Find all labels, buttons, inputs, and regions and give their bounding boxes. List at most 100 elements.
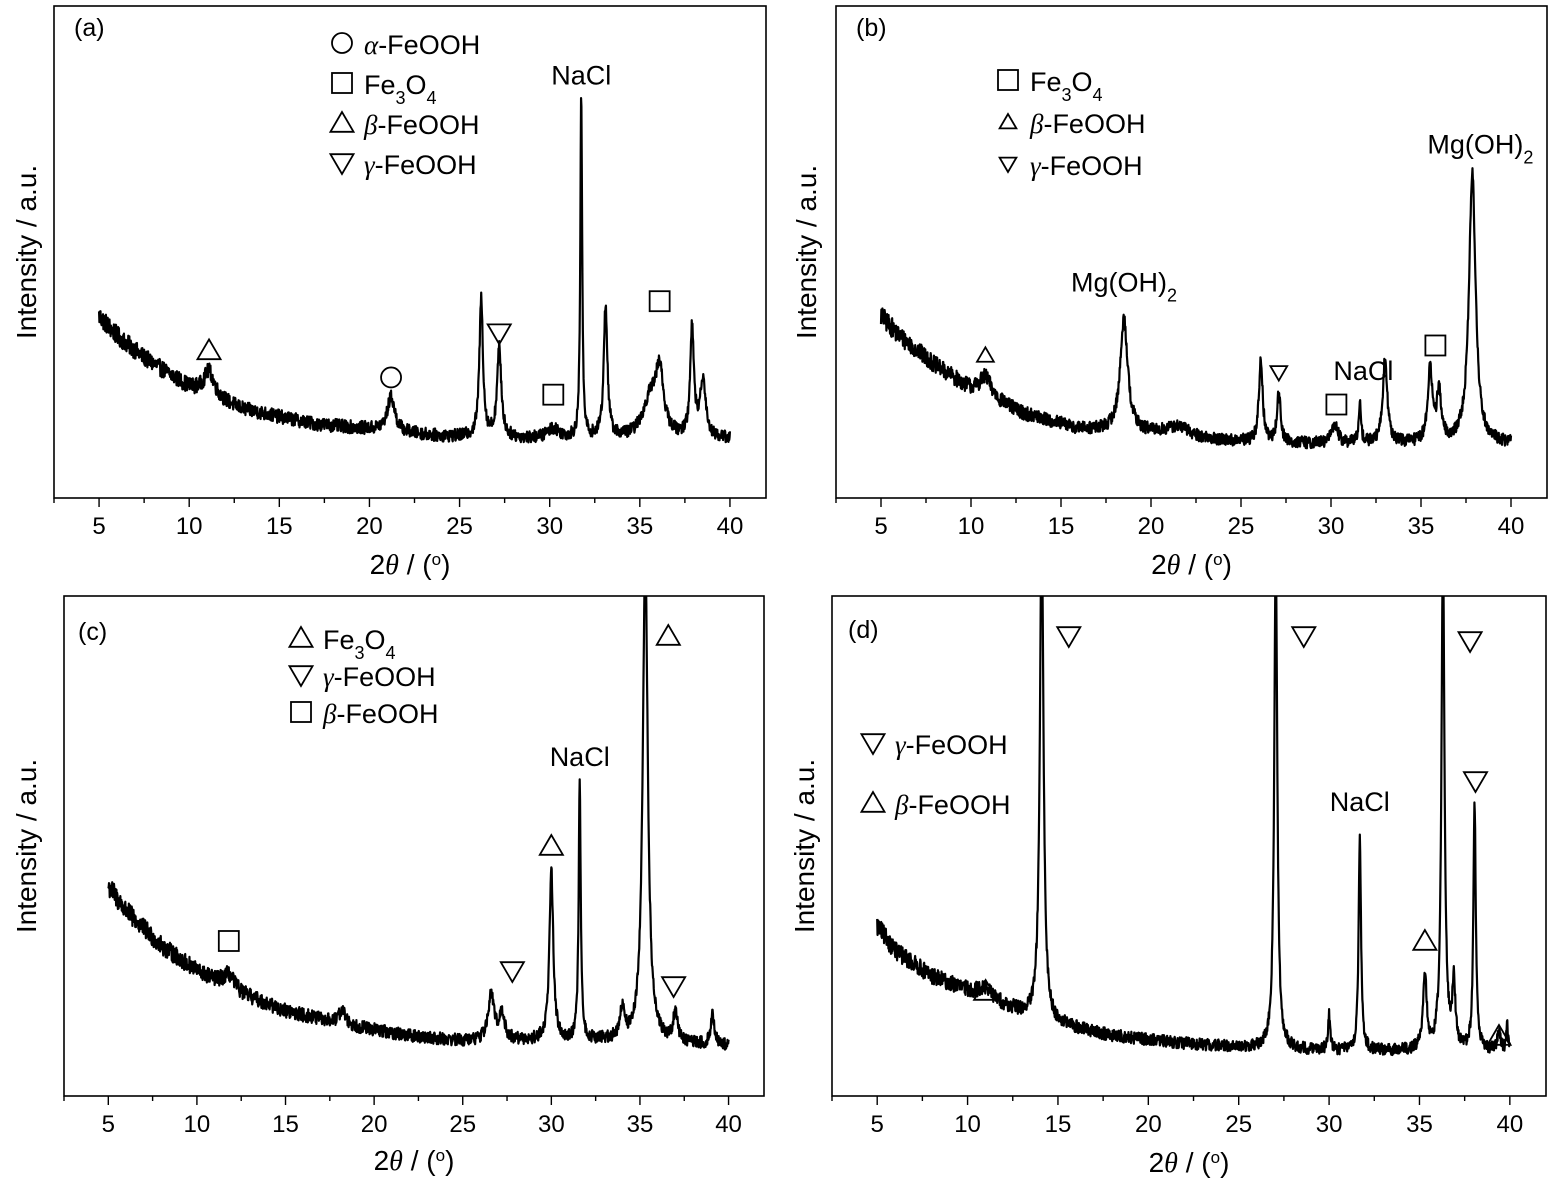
- legend-subscript: 3: [1062, 85, 1072, 105]
- legend-entry: Fe3O4: [997, 67, 1103, 105]
- legend-greek: β: [363, 110, 378, 140]
- plot-frame: [63, 595, 765, 1097]
- x-tick-label: 5: [874, 513, 887, 540]
- legend-subscript-2: 4: [427, 88, 437, 108]
- xrd-pattern-line: [97, 96, 732, 444]
- x-tick-label: 30: [1318, 513, 1345, 540]
- legend-text-part: -FeOOH: [1043, 109, 1145, 139]
- legend-label: β-FeOOH: [322, 699, 438, 729]
- legend-prefix: Fe: [1030, 67, 1062, 97]
- legend-greek: β: [322, 699, 337, 729]
- legend-marker-triangle-up: [287, 625, 315, 648]
- legend-tail: O: [406, 70, 427, 100]
- legend-marker-circle: [331, 32, 353, 54]
- peak-marker-triangle-down: [486, 323, 513, 346]
- legend-text-part: -FeOOH: [1041, 151, 1143, 181]
- legend-prefix: Fe: [364, 70, 396, 100]
- x-tick-label: 30: [536, 513, 563, 540]
- legend-label: β-FeOOH: [1029, 109, 1145, 139]
- series-clip-group: [97, 96, 732, 444]
- legend-greek: γ: [323, 662, 335, 692]
- peak-annotation-subscript: 2: [1167, 285, 1177, 305]
- x-axis-title-symbol: θ: [389, 1146, 403, 1177]
- legend-entry: Fe3O4: [287, 625, 396, 663]
- legend-label: γ-FeOOH: [1030, 151, 1143, 181]
- peak-annotation-text: NaCl: [551, 61, 611, 91]
- legend-label: β-FeOOH: [894, 790, 1010, 820]
- peak-marker-triangle-up: [972, 978, 999, 1001]
- x-tick-label: 15: [266, 513, 293, 540]
- peak-marker-square: [1325, 393, 1348, 416]
- x-tick-label: 20: [1138, 513, 1165, 540]
- x-axis-title-suffix: / (: [403, 1145, 436, 1176]
- legend-text-part: -FeOOH: [906, 730, 1008, 760]
- x-axis-title-unit: o: [436, 1146, 445, 1165]
- legend-marker-triangle-up: [328, 110, 356, 133]
- series-clip-group: [879, 167, 1513, 450]
- x-tick-label: 35: [1408, 513, 1435, 540]
- legend-marker-triangle-down: [998, 156, 1018, 174]
- panel-label: (d): [848, 616, 879, 644]
- panel-d: 5 10 15 20 25 30 35 40 2θ / (o) Intensity / a.u. (…: [789, 595, 1547, 1179]
- y-axis-title: Intensity / a.u.: [11, 165, 42, 339]
- x-axis-title-prefix: 2: [374, 1145, 390, 1176]
- peak-marker-square: [542, 383, 565, 406]
- legend-marker-square: [290, 701, 312, 723]
- panel-label: (b): [856, 14, 887, 42]
- legend-greek: β: [894, 790, 909, 820]
- x-axis-title-close: ): [441, 549, 450, 580]
- x-axis-title: 2θ / (o): [1151, 549, 1232, 581]
- x-tick-label: 20: [1135, 1111, 1162, 1138]
- legend-entry: β-FeOOH: [290, 699, 438, 729]
- x-axis-title-suffix: / (: [1178, 1147, 1211, 1178]
- x-tick-label: 10: [954, 1111, 981, 1138]
- panel-c: 5 10 15 20 25 30 35 40 2θ / (o) Intensity / a.u. (…: [11, 595, 765, 1177]
- x-tick-label: 40: [1496, 1111, 1523, 1138]
- xrd-pattern-line: [107, 596, 730, 1051]
- x-tick-label: 25: [1228, 513, 1255, 540]
- legend-marker-triangle-down: [287, 665, 315, 688]
- peak-marker-square: [217, 930, 240, 952]
- peak-marker-triangle-down: [499, 961, 526, 984]
- panel-label: (c): [78, 618, 107, 646]
- x-tick-label: 20: [356, 513, 383, 540]
- peak-annotation-text: NaCl: [550, 742, 610, 772]
- peak-marker-triangle-down: [1290, 626, 1317, 649]
- x-axis-title-suffix: / (: [399, 549, 432, 580]
- x-tick-label: 40: [717, 513, 744, 540]
- legend-marker-triangle-up: [998, 112, 1018, 130]
- peak-annotation: NaCl: [1333, 356, 1393, 386]
- peak-marker-triangle-up: [1485, 1023, 1513, 1046]
- peak-marker-triangle-down: [1055, 626, 1082, 649]
- legend-entry: γ-FeOOH: [998, 151, 1143, 181]
- panel-label: (a): [74, 14, 105, 42]
- legend-tail: O: [1072, 67, 1093, 97]
- x-tick-label: 10: [176, 513, 203, 540]
- legend-text-part: -FeOOH: [378, 30, 480, 60]
- plot-frame: [53, 5, 767, 499]
- x-axis-title-close: ): [1220, 1147, 1229, 1178]
- peak-marker-triangle-down: [1268, 365, 1289, 383]
- legend-greek: γ: [1030, 151, 1042, 181]
- legend-greek: γ: [895, 730, 907, 760]
- x-tick-label: 5: [871, 1111, 884, 1138]
- x-axis-title-unit: o: [1211, 1148, 1220, 1167]
- peak-annotation-text: NaCl: [1330, 787, 1390, 817]
- x-tick-label: 35: [1406, 1111, 1433, 1138]
- legend-label: γ-FeOOH: [895, 730, 1008, 760]
- x-tick-label: 15: [272, 1111, 299, 1138]
- legend-subscript-2: 4: [386, 643, 396, 663]
- x-tick-label: 25: [446, 513, 473, 540]
- x-axis-title-close: ): [1223, 549, 1232, 580]
- x-tick-label: 15: [1045, 1111, 1072, 1138]
- peak-marker-triangle-up: [1411, 928, 1439, 951]
- x-tick-label: 5: [92, 513, 105, 540]
- legend-label: α-FeOOH: [364, 30, 480, 60]
- x-tick-label: 40: [715, 1111, 742, 1138]
- legend-label: γ-FeOOH: [323, 662, 436, 692]
- peak-annotation: NaCl: [550, 742, 610, 772]
- peak-marker-square: [648, 290, 671, 313]
- x-tick-label: 5: [102, 1111, 115, 1138]
- x-axis-title-prefix: 2: [1151, 549, 1167, 580]
- x-tick-label: 40: [1498, 513, 1525, 540]
